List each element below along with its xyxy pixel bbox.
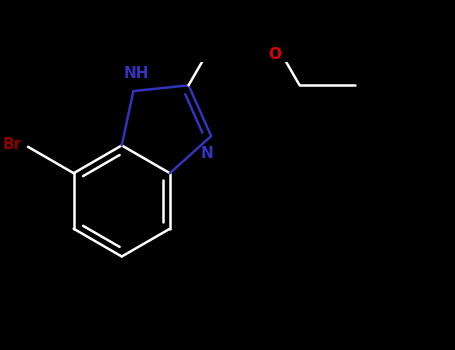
Text: O: O [268,47,281,62]
Text: N: N [200,146,213,161]
Text: NH: NH [123,66,149,81]
Text: Br: Br [2,136,21,152]
